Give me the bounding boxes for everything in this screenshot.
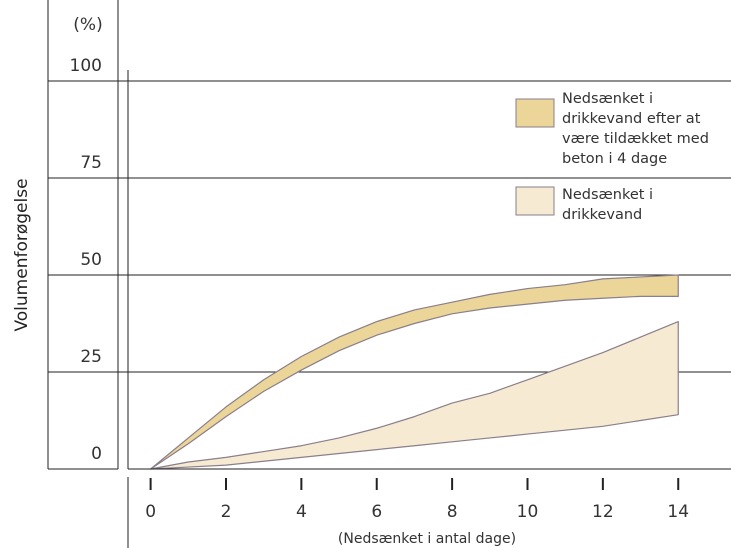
legend: Nedsænket i drikkevand efter at være til…: [515, 91, 714, 223]
y-tick-label-50: 50: [80, 250, 102, 270]
legend-swatch-drinking: [515, 186, 555, 216]
band-series-0: [150, 274, 679, 470]
y-unit-label: (%): [73, 15, 102, 35]
band-layer: [150, 274, 679, 470]
x-tick-label-14: 14: [667, 502, 689, 522]
y-axis-title: Volumenforøgelse: [12, 178, 32, 331]
y-tick-label-100: 100: [70, 56, 102, 76]
legend-label-drinking: Nedsænket i drikkevand: [562, 187, 658, 223]
x-tick-label-12: 12: [592, 502, 614, 522]
band-series-1: [150, 320, 679, 470]
x-tick-label-10: 10: [517, 502, 539, 522]
x-axis-title: (Nedsænket i antal dage): [338, 531, 516, 547]
x-tick-label-4: 4: [296, 502, 307, 522]
axis-layer: [47, 0, 731, 548]
x-tick-label-2: 2: [221, 502, 232, 522]
legend-label-covered: Nedsænket i drikkevand efter at være til…: [562, 91, 714, 167]
y-tick-label-75: 75: [80, 153, 102, 173]
y-tick-label-0: 0: [91, 444, 102, 464]
x-tick-label-8: 8: [447, 502, 458, 522]
legend-swatch-covered: [515, 98, 555, 128]
x-tick-label-0: 0: [145, 502, 156, 522]
y-tick-label-25: 25: [80, 347, 102, 367]
tick-layer: 0 25 50 75 100 0 2 4 6 8 10 12 14: [70, 56, 690, 522]
x-tick-label-6: 6: [371, 502, 382, 522]
